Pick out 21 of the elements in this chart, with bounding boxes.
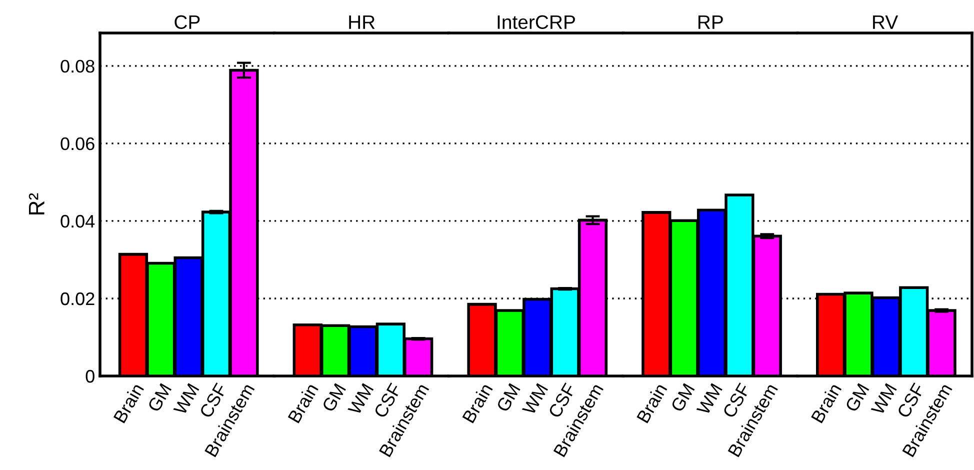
chart-title: RV [873, 15, 898, 29]
x-tick-label: WM [522, 383, 548, 416]
y-tick-label: 0.06 [60, 137, 94, 150]
y-tick-label: 0.02 [60, 292, 94, 306]
x-tick-label: GM [322, 383, 346, 413]
x-tick-label: WM [870, 383, 897, 416]
y-axis-title: R² [28, 193, 44, 214]
x-tick-label: WM [348, 383, 374, 416]
chart-title: CP [174, 15, 200, 30]
y-tick-label: 0 [86, 370, 94, 383]
x-tick-label: WM [173, 383, 200, 416]
y-tick-label: 0.04 [60, 214, 95, 228]
chart-title: HR [349, 15, 375, 29]
chart-title: InterCRP [498, 15, 575, 30]
chart-title: RP [698, 15, 723, 29]
x-tick-label: WM [696, 383, 722, 416]
x-tick-label: GM [844, 383, 870, 413]
x-tick-label: GM [496, 383, 520, 413]
y-tick-label: 0.08 [60, 60, 94, 73]
x-tick-label: GM [670, 383, 695, 413]
x-tick-label: GM [147, 383, 172, 413]
